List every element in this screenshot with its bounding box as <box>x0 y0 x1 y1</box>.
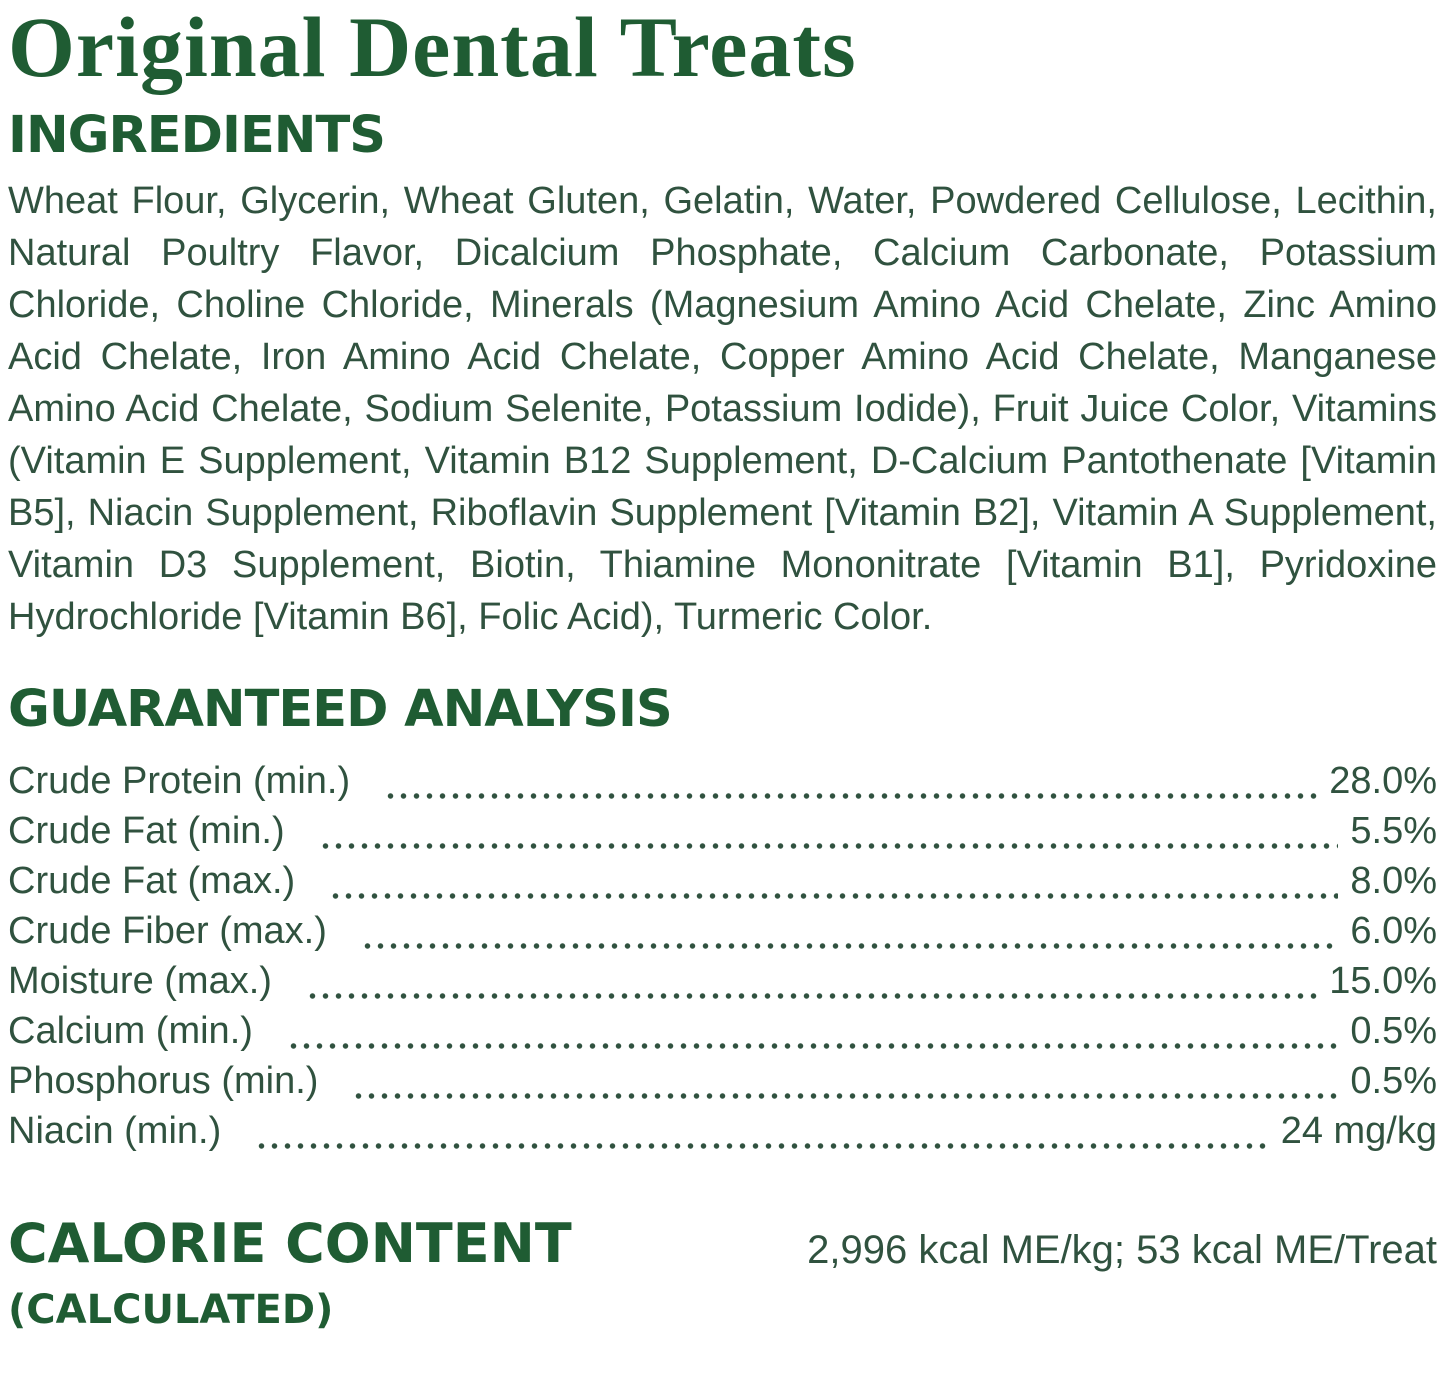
calorie-calculated-subheading: (CALCULATED) <box>8 1286 334 1333</box>
analysis-label: Phosphorus (min.) <box>8 1060 319 1103</box>
dotted-leader <box>255 1110 1269 1161</box>
analysis-label: Crude Protein (min.) <box>8 760 351 803</box>
analysis-value: 15.0% <box>1329 960 1437 1003</box>
product-title: Original Dental Treats <box>8 0 857 95</box>
analysis-value: 24 mg/kg <box>1280 1110 1437 1153</box>
calorie-content-value: 2,996 kcal ME/kg; 53 kcal ME/Treat <box>807 1228 1437 1273</box>
analysis-value: 28.0% <box>1329 760 1437 803</box>
ingredients-text: Wheat Flour, Glycerin, Wheat Gluten, Gel… <box>8 179 1437 638</box>
analysis-row-crude-fat-min: Crude Fat (min.) 5.5% <box>8 810 1437 861</box>
analysis-value: 6.0% <box>1350 910 1437 953</box>
analysis-row-phosphorus-min: Phosphorus (min.) 0.5% <box>8 1060 1437 1111</box>
analysis-label: Crude Fat (max.) <box>8 860 296 903</box>
analysis-label: Moisture (max.) <box>8 960 272 1003</box>
analysis-label: Crude Fat (min.) <box>8 810 285 853</box>
guaranteed-analysis-heading: GUARANTEED ANALYSIS <box>8 679 673 739</box>
analysis-value: 0.5% <box>1350 1060 1437 1103</box>
analysis-value: 8.0% <box>1350 860 1437 903</box>
dotted-leader <box>286 1010 1339 1061</box>
ingredients-heading: INGREDIENTS <box>8 106 386 166</box>
analysis-row-crude-fat-max: Crude Fat (max.) 8.0% <box>8 860 1437 911</box>
analysis-row-crude-fiber-max: Crude Fiber (max.) 6.0% <box>8 910 1437 961</box>
dotted-leader <box>384 760 1318 811</box>
calorie-content-section: CALORIE CONTENT (CALCULATED) 2,996 kcal … <box>8 1216 1437 1333</box>
analysis-row-calcium-min: Calcium (min.) 0.5% <box>8 1010 1437 1061</box>
analysis-row-crude-protein-min: Crude Protein (min.) 28.0% <box>8 760 1437 811</box>
analysis-value: 5.5% <box>1350 810 1437 853</box>
analysis-row-niacin-min: Niacin (min.) 24 mg/kg <box>8 1110 1437 1161</box>
analysis-label: Calcium (min.) <box>8 1010 253 1053</box>
analysis-row-moisture-max: Moisture (max.) 15.0% <box>8 960 1437 1011</box>
analysis-table: Crude Protein (min.) 28.0% Crude Fat (mi… <box>8 760 1437 1161</box>
analysis-label: Crude Fiber (max.) <box>8 910 327 953</box>
dotted-leader <box>305 960 1318 1011</box>
analysis-value: 0.5% <box>1350 1010 1437 1053</box>
dotted-leader <box>360 910 1339 961</box>
dotted-leader <box>318 810 1339 861</box>
dotted-leader <box>329 860 1339 911</box>
dotted-leader <box>352 1060 1339 1111</box>
calorie-content-heading: CALORIE CONTENT <box>8 1212 572 1276</box>
calorie-headings: CALORIE CONTENT (CALCULATED) <box>8 1216 572 1333</box>
analysis-label: Niacin (min.) <box>8 1110 222 1153</box>
